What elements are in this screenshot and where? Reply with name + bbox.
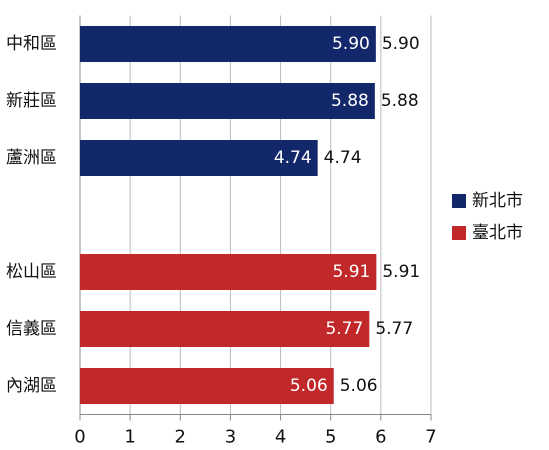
bar-value-label: 5.88 — [381, 91, 419, 111]
x-tick-label: 4 — [275, 427, 286, 448]
bar — [80, 26, 376, 62]
x-tick-label: 7 — [425, 427, 436, 448]
legend-swatch — [452, 226, 466, 240]
bar-value-label: 4.74 — [324, 148, 362, 168]
bar-inner-label: 5.88 — [331, 91, 369, 111]
x-tick-label: 6 — [375, 427, 386, 448]
y-tick-label: 蘆洲區 — [6, 148, 57, 168]
legend-swatch — [452, 194, 466, 208]
x-tick-label: 2 — [175, 427, 186, 448]
x-tick-label: 0 — [74, 427, 85, 448]
bar-inner-label: 5.90 — [332, 34, 370, 54]
x-tick-label: 1 — [124, 427, 135, 448]
bar-inner-label: 5.06 — [290, 376, 328, 396]
legend-label: 臺北市 — [472, 223, 523, 243]
bar — [80, 83, 375, 119]
y-tick-label: 信義區 — [6, 319, 57, 339]
y-tick-label: 新莊區 — [6, 91, 57, 111]
bar-value-label: 5.90 — [382, 34, 420, 54]
bar-value-label: 5.77 — [375, 319, 413, 339]
legend-label: 新北市 — [472, 191, 523, 211]
bar-value-label: 5.91 — [382, 262, 420, 282]
bar — [80, 311, 370, 347]
bar — [80, 368, 334, 404]
bar-value-label: 5.06 — [340, 376, 378, 396]
bar — [80, 254, 377, 290]
y-tick-label: 內湖區 — [6, 376, 57, 396]
bar-inner-label: 5.91 — [332, 262, 370, 282]
x-tick-label: 3 — [225, 427, 236, 448]
bar-inner-label: 4.74 — [274, 148, 312, 168]
bar-inner-label: 5.77 — [325, 319, 363, 339]
bar — [80, 140, 318, 176]
x-tick-label: 5 — [325, 427, 336, 448]
y-tick-label: 松山區 — [6, 262, 57, 282]
y-tick-label: 中和區 — [6, 34, 57, 54]
